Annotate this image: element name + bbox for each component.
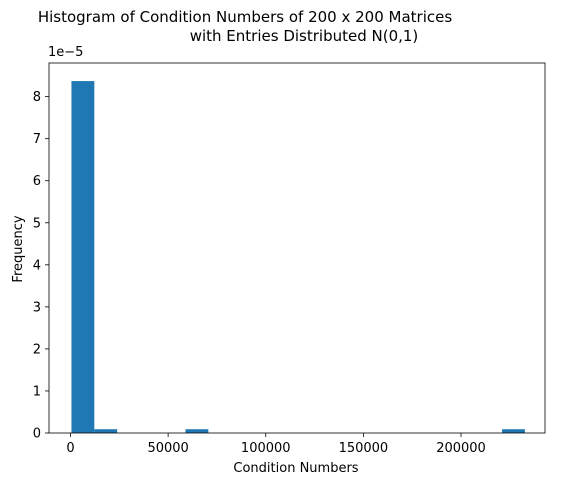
y-tick-label: 3 (33, 300, 41, 315)
histogram-bar-3 (502, 429, 525, 433)
y-tick-label: 7 (33, 132, 41, 147)
y-tick-label: 4 (33, 258, 41, 273)
x-tick-label: 0 (66, 441, 74, 456)
chart-subtitle: with Entries Distributed N(0,1) (190, 27, 419, 45)
y-tick-label: 0 (33, 427, 41, 442)
x-tick-label: 100000 (241, 441, 291, 456)
histogram-bar-0 (71, 81, 95, 434)
x-tick-label: 150000 (339, 441, 389, 456)
chart-title: Histogram of Condition Numbers of 200 x … (38, 8, 452, 26)
histogram-bar-2 (185, 429, 209, 433)
x-tick-label: 200000 (436, 441, 486, 456)
x-axis-label: Condition Numbers (233, 461, 358, 476)
y-tick-label: 2 (33, 342, 41, 357)
histogram-bar-1 (94, 429, 118, 433)
y-axis-multiplier: 1e−5 (48, 45, 83, 60)
y-tick-label: 5 (33, 216, 41, 231)
y-axis-label: Frequency (11, 215, 26, 282)
x-tick-label: 50000 (147, 441, 188, 456)
y-tick-label: 1 (33, 384, 41, 399)
plot-frame (48, 62, 546, 434)
y-tick-label: 6 (33, 174, 41, 189)
y-tick-label: 8 (33, 90, 41, 105)
plot-area: 0 50000 100000 150000 200000 0 1 2 3 4 5 6 7 8 (33, 62, 546, 456)
